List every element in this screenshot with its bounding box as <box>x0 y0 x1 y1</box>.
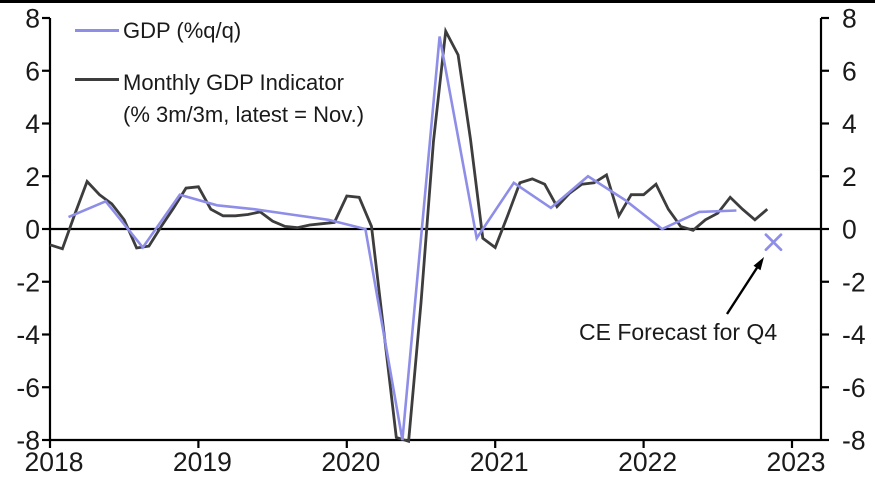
y-tick-label-left: 8 <box>25 4 40 34</box>
y-tick-label-left: 4 <box>25 109 40 139</box>
y-tick-label-right: -4 <box>842 320 866 350</box>
x-tick-label: 2018 <box>25 447 84 477</box>
y-tick-label-left: -2 <box>16 267 40 297</box>
annotation-arrow-line <box>725 266 759 315</box>
legend-item-monthly: Monthly GDP Indicator (% 3m/3m, latest = … <box>75 67 364 131</box>
x-tick-label: 2019 <box>173 447 232 477</box>
legend-label-gdp: GDP (%q/q) <box>123 18 242 43</box>
x-tick-label: 2023 <box>767 447 826 477</box>
forecast-annotation: CE Forecast for Q4 <box>579 319 778 345</box>
y-tick-label-left: -4 <box>16 320 40 350</box>
legend-item-gdp: GDP (%q/q) <box>75 18 364 43</box>
x-tick-label: 2020 <box>321 447 380 477</box>
monthly-gdp-line <box>49 26 769 444</box>
legend: GDP (%q/q) Monthly GDP Indicator (% 3m/3m… <box>75 18 364 131</box>
y-tick-label-right: -6 <box>842 373 866 403</box>
forecast-x-marker <box>764 233 783 252</box>
y-tick-label-left: 2 <box>25 162 40 192</box>
x-tick-label: 2021 <box>470 447 529 477</box>
y-tick-label-right: 0 <box>842 215 857 245</box>
annotation-arrow-head <box>753 257 764 271</box>
y-tick-label-left: -6 <box>16 373 40 403</box>
x-tick-label: 2022 <box>618 447 677 477</box>
y-tick-label-right: 2 <box>842 162 857 192</box>
y-tick-label-right: -2 <box>842 267 866 297</box>
y-tick-label-left: -8 <box>16 426 40 456</box>
legend-label-monthly-line2: (% 3m/3m, latest = Nov.) <box>123 102 365 127</box>
y-tick-label-right: 8 <box>842 4 857 34</box>
y-tick-label-right: -8 <box>842 426 866 456</box>
chart-top-border <box>0 0 875 3</box>
y-tick-label-left: 6 <box>25 56 40 86</box>
y-tick-label-left: 0 <box>25 215 40 245</box>
monthly-line-swatch <box>75 78 119 81</box>
legend-label-monthly: Monthly GDP Indicator (% 3m/3m, latest = … <box>123 67 364 131</box>
y-tick-label-right: 4 <box>842 109 857 139</box>
gdp-line-swatch <box>75 29 119 32</box>
gdp-quarterly-line <box>67 36 737 441</box>
legend-label-monthly-line1: Monthly GDP Indicator <box>123 70 344 95</box>
y-tick-label-right: 6 <box>842 56 857 86</box>
